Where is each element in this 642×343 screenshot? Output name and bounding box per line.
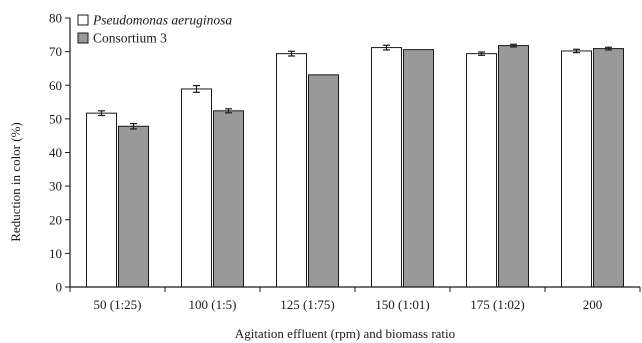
bar-consortium (593, 48, 624, 288)
y-tick-label: 60 (49, 78, 62, 93)
axes-layer: 0 10 20 30 40 50 60 70 80 50 (1:25) 100 (1:5) 125 (… (49, 11, 641, 312)
y-tick-label: 20 (49, 212, 62, 227)
x-axis-title: Agitation effluent (rpm) and biomass rat… (235, 326, 455, 341)
bars-layer (86, 43, 624, 288)
bar-pseudomonas (181, 88, 212, 288)
bar-consortium (118, 125, 149, 288)
bar-pseudomonas (86, 112, 117, 288)
x-tick-label: 175 (1:02) (470, 297, 525, 312)
legend-swatch (77, 14, 89, 26)
x-tick-label: 125 (1:75) (280, 297, 335, 312)
y-tick-label: 30 (49, 179, 62, 194)
x-tick-label: 100 (1:5) (188, 297, 236, 312)
y-tick-label: 40 (49, 145, 62, 160)
bar-consortium (403, 49, 434, 288)
bar-consortium (308, 74, 339, 288)
legend-label: Pseudomonas aeruginosa (92, 13, 232, 28)
y-tick-label: 0 (56, 280, 63, 295)
bar-pseudomonas (466, 53, 497, 288)
legend: Pseudomonas aeruginosa Consortium 3 (77, 13, 232, 46)
x-tick-label: 50 (1:25) (93, 297, 141, 312)
y-tick-label: 50 (49, 111, 62, 126)
x-tick-label: 200 (583, 297, 603, 312)
y-tick-label: 10 (49, 246, 62, 261)
y-axis-title: Reduction in color (%) (8, 122, 23, 242)
x-tick-label: 150 (1:01) (375, 297, 430, 312)
bar-consortium (498, 45, 529, 288)
bar-pseudomonas (561, 50, 592, 288)
y-tick-label: 80 (49, 11, 62, 26)
y-tick-label: 70 (49, 44, 62, 59)
bar-consortium (213, 110, 244, 288)
legend-label: Consortium 3 (93, 31, 167, 46)
legend-swatch (77, 32, 89, 44)
bar-pseudomonas (276, 53, 307, 288)
bar-pseudomonas (371, 47, 402, 288)
